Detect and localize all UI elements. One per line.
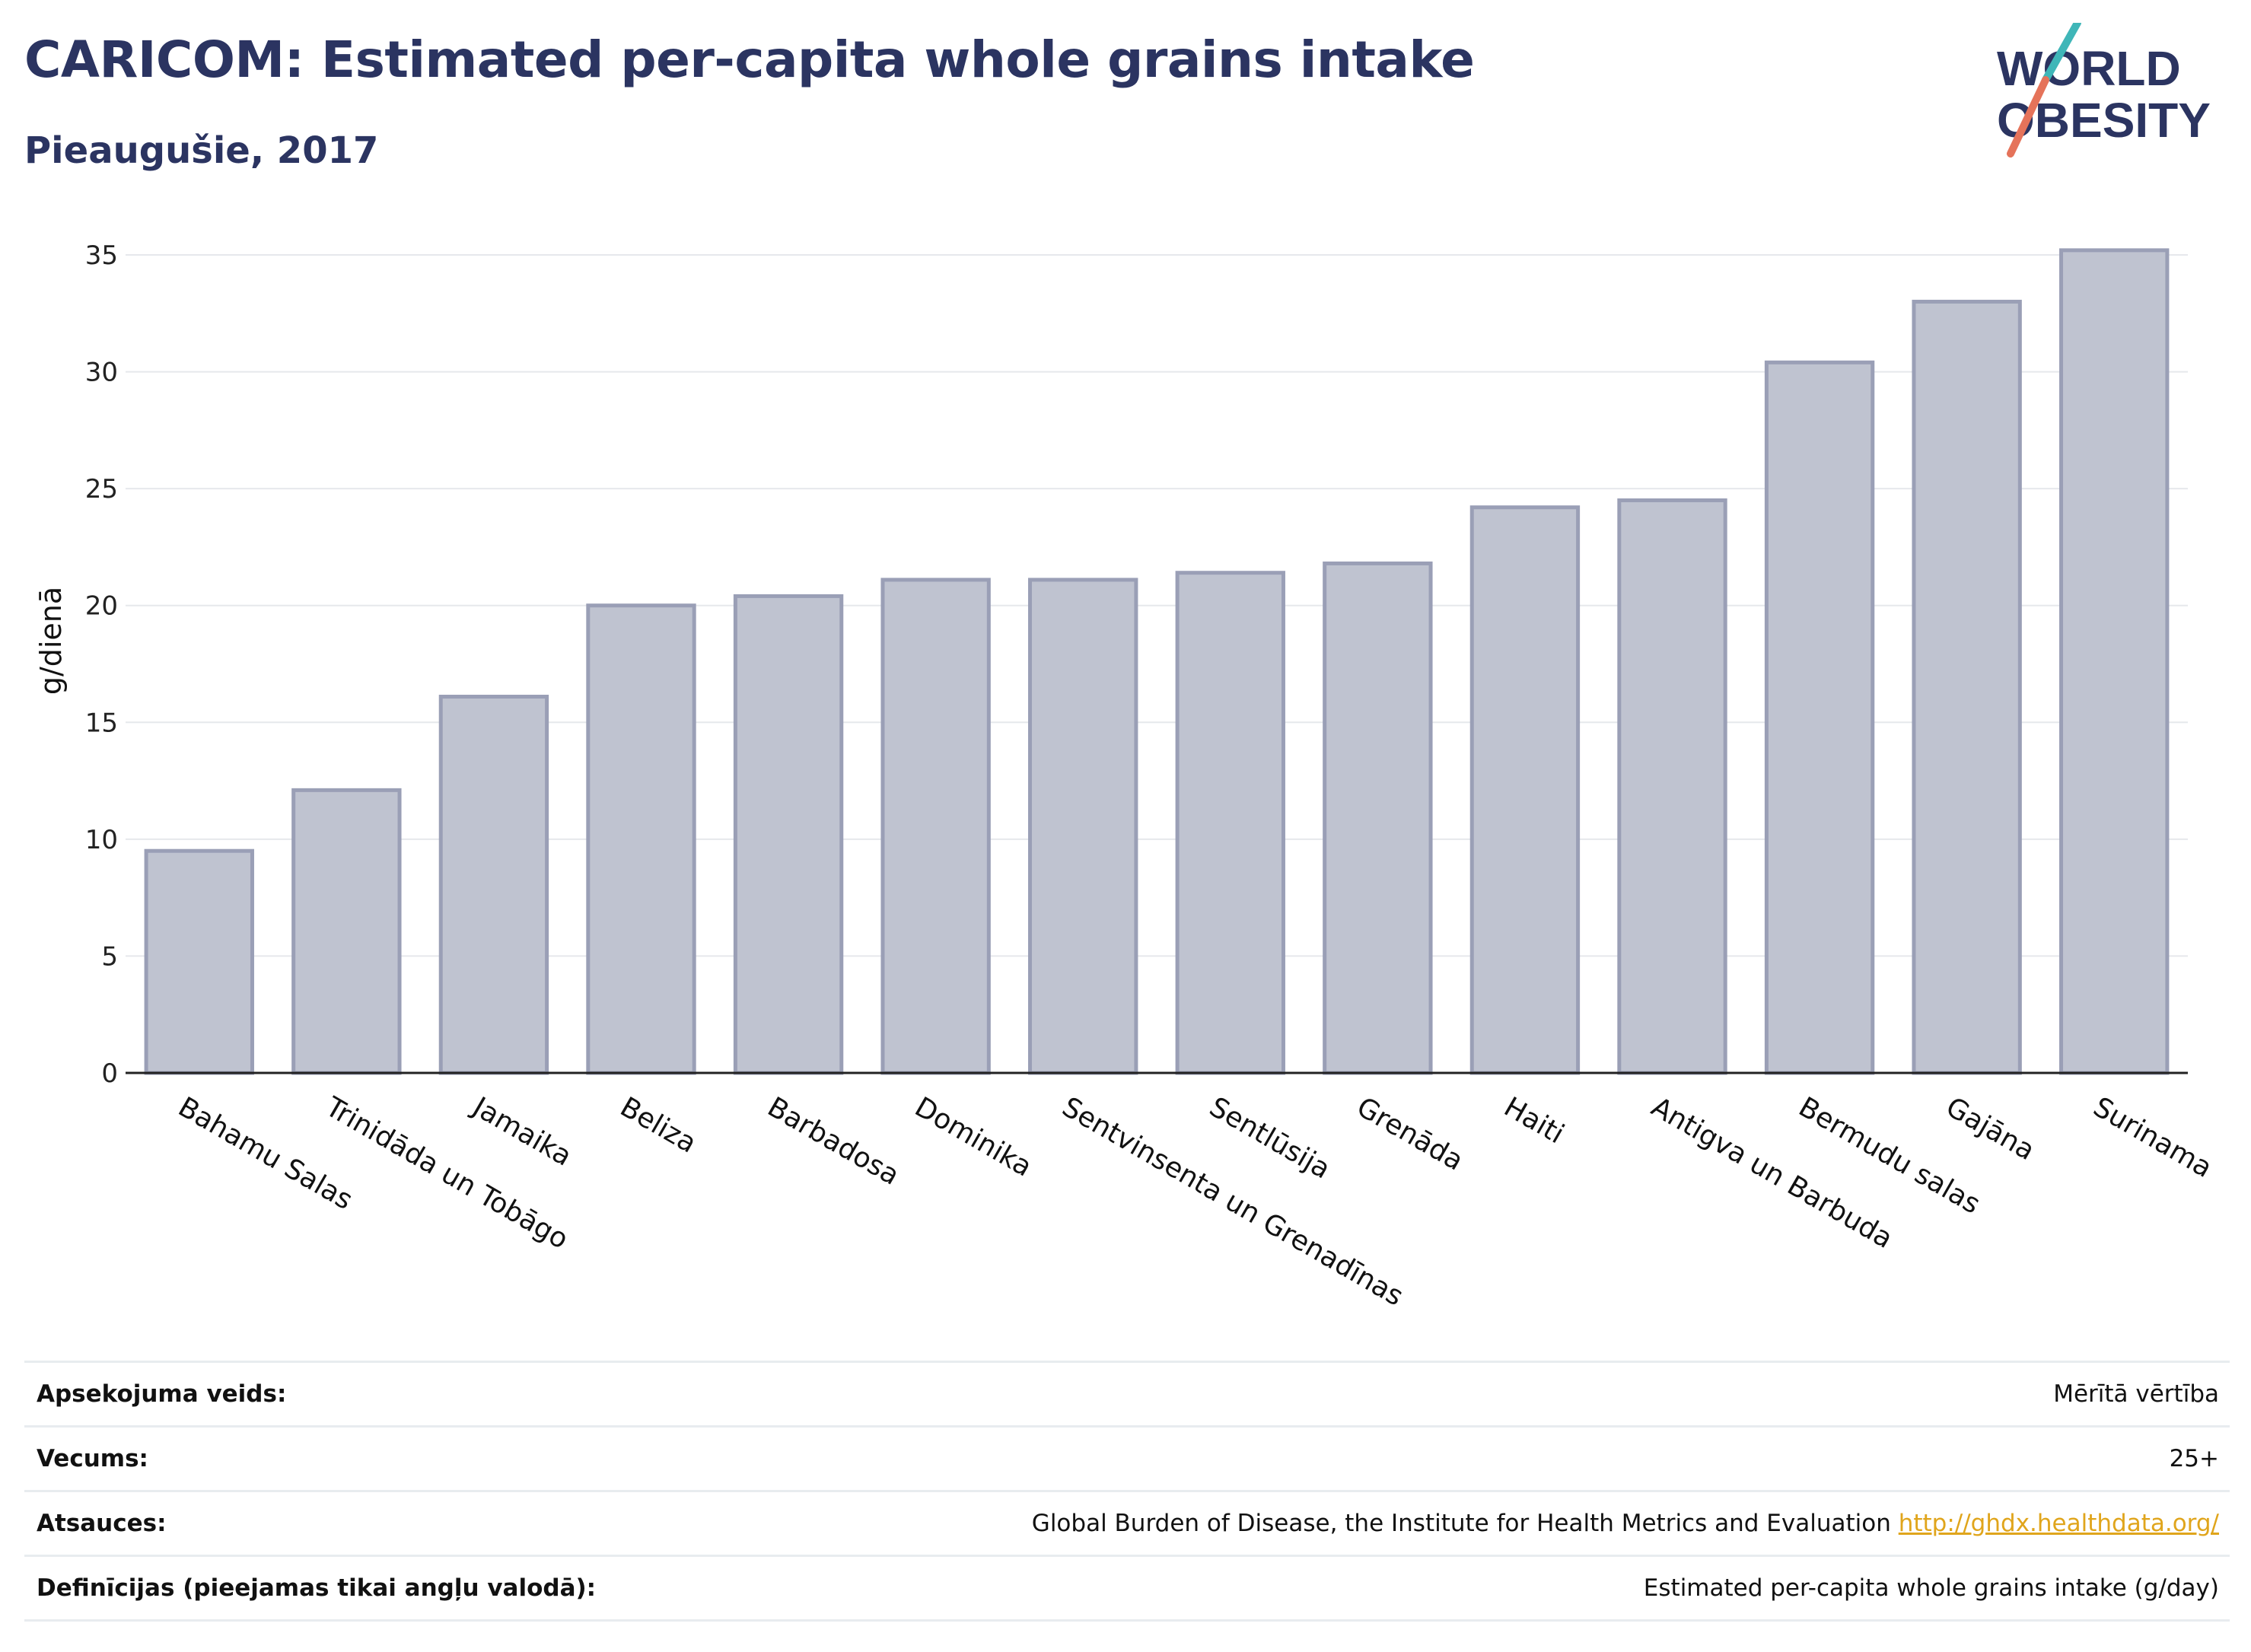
- bar: [1175, 571, 1285, 1075]
- info-row-references: Atsauces: Global Burden of Disease, the …: [24, 1490, 2230, 1555]
- x-tick-label: Surinama: [2088, 1091, 2218, 1184]
- chart-subtitle: Pieaugušie, 2017: [24, 129, 379, 172]
- bar: [586, 603, 696, 1075]
- info-key: Definīcijas (pieejamas tikai angļu valod…: [37, 1574, 597, 1602]
- y-axis-label: g/dienā: [34, 587, 68, 695]
- info-table: Apsekojuma veids: Mērītā vērtība Vecums:…: [24, 1361, 2230, 1622]
- x-tick-label: Trinidāda un Tobāgo: [320, 1091, 573, 1256]
- x-tick-label: Sentlūsija: [1204, 1091, 1336, 1185]
- info-key: Apsekojuma veids:: [37, 1380, 287, 1408]
- reference-text: Global Burden of Disease, the Institute …: [1031, 1510, 1891, 1537]
- bar: [1912, 299, 2022, 1075]
- x-tick-label: Jamaika: [466, 1090, 577, 1173]
- y-tick-label: 0: [101, 1058, 118, 1089]
- chart-title: CARICOM: Estimated per-capita whole grai…: [24, 30, 1475, 89]
- info-value: 25+: [2169, 1445, 2219, 1472]
- y-tick-label: 35: [85, 240, 118, 271]
- x-tick-label: Barbadosa: [763, 1091, 905, 1192]
- bar: [1617, 498, 1727, 1075]
- x-tick-label: Haiti: [1498, 1091, 1569, 1150]
- y-tick-label: 25: [85, 474, 118, 505]
- logo-line1: WORLD: [1997, 41, 2181, 96]
- bar: [880, 578, 991, 1075]
- x-tick-label: Antigva un Barbuda: [1646, 1091, 1898, 1255]
- x-tick-label: Gajāna: [1941, 1091, 2039, 1167]
- reference-link[interactable]: http://ghdx.healthdata.org/: [1898, 1510, 2219, 1537]
- info-key: Vecums:: [37, 1445, 148, 1472]
- info-row-survey-type: Apsekojuma veids: Mērītā vērtība: [24, 1361, 2230, 1425]
- bar: [438, 695, 549, 1075]
- y-tick-label: 20: [85, 591, 118, 622]
- x-tick-label: Dominika: [909, 1091, 1037, 1183]
- x-tick-label: Beliza: [615, 1091, 702, 1159]
- bar: [291, 788, 402, 1075]
- bars: [126, 248, 2188, 1075]
- y-tick-label: 10: [85, 825, 118, 855]
- logo-slash-coral: [2007, 76, 2049, 158]
- y-tick-labels: 0 5 10 15 20 25 30 35: [85, 240, 118, 1089]
- logo-slash-teal: [2042, 23, 2081, 84]
- bar: [1323, 561, 1433, 1075]
- info-value: Mērītā vērtība: [2053, 1380, 2219, 1408]
- bar: [1469, 505, 1581, 1075]
- bar: [1028, 578, 1138, 1075]
- gridlines: [126, 254, 2188, 957]
- y-tick-label: 30: [85, 358, 118, 388]
- bar: [144, 848, 254, 1075]
- info-value: Estimated per-capita whole grains intake…: [1643, 1574, 2219, 1602]
- info-row-definitions: Definīcijas (pieejamas tikai angļu valod…: [24, 1555, 2230, 1622]
- y-tick-label: 5: [101, 941, 118, 972]
- bar: [2059, 248, 2170, 1075]
- info-key: Atsauces:: [37, 1510, 167, 1537]
- info-row-age: Vecums: 25+: [24, 1425, 2230, 1490]
- bar: [733, 594, 844, 1075]
- x-tick-label: Grenāda: [1352, 1091, 1469, 1176]
- bar: [1764, 360, 1875, 1075]
- info-value-references: Global Burden of Disease, the Institute …: [1032, 1510, 2230, 1537]
- world-obesity-logo: WORLD OBESITY: [1997, 23, 2211, 158]
- y-tick-label: 15: [85, 708, 118, 738]
